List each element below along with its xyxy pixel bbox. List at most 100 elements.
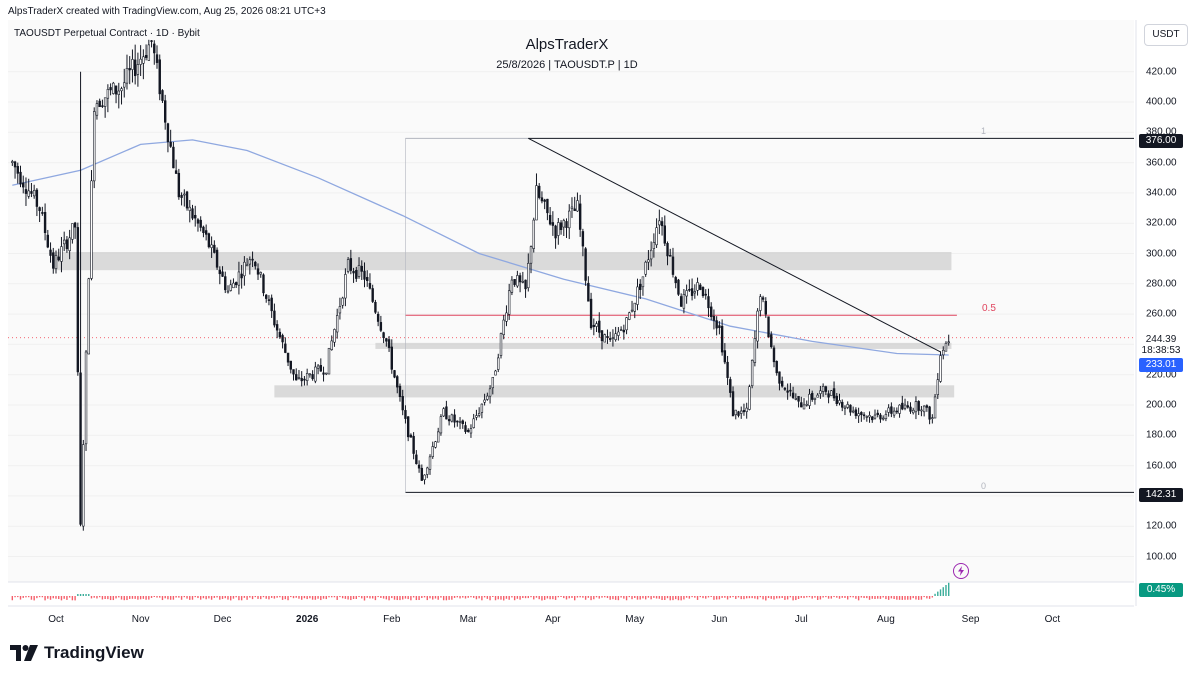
- indicator-bar-negative: [317, 596, 319, 599]
- indicator-bar-positive: [82, 594, 84, 596]
- indicator-bar-negative: [388, 596, 390, 601]
- indicator-bar-negative: [202, 596, 205, 599]
- candle-down: [406, 416, 410, 438]
- indicator-bar-negative: [123, 596, 125, 601]
- indicator-bar-negative: [429, 596, 431, 599]
- candle-down: [278, 331, 282, 338]
- candle-down: [600, 330, 604, 342]
- indicator-bar-negative: [770, 596, 772, 599]
- indicator-bar-negative: [713, 596, 715, 600]
- indicator-bar-negative: [109, 596, 112, 601]
- indicator-bar-negative: [513, 596, 516, 601]
- candle-down: [79, 372, 82, 525]
- candle-up: [497, 357, 500, 370]
- indicator-bar-negative: [112, 596, 115, 601]
- price-tick-label: 260.00: [1146, 308, 1177, 320]
- candle-down: [234, 282, 238, 286]
- candle-down: [554, 225, 557, 239]
- indicator-bar-positive: [939, 589, 942, 596]
- price-tick-label: 100.00: [1146, 551, 1177, 562]
- fib-level-1-label: 1: [981, 126, 987, 136]
- indicator-bar-negative: [41, 596, 44, 598]
- indicator-bar-negative: [844, 596, 846, 598]
- candle-down: [546, 198, 549, 214]
- indicator-bar-negative: [219, 596, 221, 600]
- candle-down: [447, 419, 451, 422]
- candle-down: [699, 284, 702, 290]
- indicator-bar-negative: [199, 596, 202, 600]
- indicator-bar-negative: [852, 596, 854, 598]
- candle-down: [467, 429, 470, 432]
- candle-down: [180, 194, 183, 198]
- indicator-bar-negative: [169, 596, 172, 600]
- indicator-bar-negative: [28, 596, 30, 598]
- candle-down: [202, 226, 205, 233]
- indicator-bar-negative: [301, 596, 303, 600]
- candle-down: [797, 396, 800, 402]
- indicator-bar-negative: [696, 596, 699, 600]
- candle-up: [488, 388, 492, 397]
- candle-down: [876, 412, 879, 416]
- indicator-bar-negative: [685, 596, 688, 598]
- candle-up: [436, 431, 440, 443]
- indicator-bar-negative: [631, 596, 633, 600]
- symbol-description[interactable]: TAOUSDT Perpetual Contract · 1D · Bybit: [14, 28, 200, 39]
- tradingview-logo[interactable]: TradingView: [10, 643, 144, 663]
- indicator-bar-negative: [675, 596, 677, 600]
- candle-up: [483, 399, 486, 403]
- candle-up: [734, 409, 737, 416]
- indicator-bar-negative: [825, 596, 827, 598]
- candle-down: [726, 361, 729, 378]
- candle-down: [890, 406, 893, 414]
- candle-up: [325, 372, 328, 375]
- candle-up: [210, 244, 213, 248]
- time-tick-label: Dec: [213, 614, 232, 625]
- indicator-bar-negative: [871, 596, 873, 599]
- candle-up: [756, 310, 759, 342]
- candle-down: [573, 208, 576, 212]
- indicator-bar-negative: [58, 596, 60, 600]
- candle-up: [327, 347, 331, 375]
- indicator-bar-negative: [350, 596, 352, 601]
- lightning-icon[interactable]: [953, 563, 969, 579]
- indicator-bar-negative: [363, 596, 366, 601]
- candle-down: [761, 297, 765, 300]
- candle-up: [898, 404, 901, 414]
- indicator-bar-negative: [246, 596, 248, 600]
- price-tick-label: 280.00: [1146, 278, 1177, 290]
- candle-up: [243, 261, 246, 277]
- candle-down: [592, 324, 596, 328]
- candle-up: [647, 259, 650, 263]
- candle-down: [524, 279, 527, 290]
- candle-down: [639, 283, 642, 290]
- indicator-bar-negative: [74, 596, 76, 601]
- price-tick-label: 320.00: [1146, 217, 1177, 229]
- moving-average-line: [12, 139, 949, 356]
- indicator-bar-negative: [707, 596, 710, 598]
- candle-up: [644, 261, 647, 275]
- support-resistance-zone: [375, 342, 952, 349]
- candle-up: [568, 210, 571, 229]
- indicator-bar-negative: [341, 596, 344, 599]
- indicator-bar-negative: [923, 596, 925, 598]
- candle-down: [376, 313, 380, 322]
- indicator-bar-negative: [593, 596, 595, 600]
- candle-up: [658, 220, 661, 226]
- candle-up: [68, 237, 71, 251]
- candle-down: [409, 434, 413, 438]
- indicator-bar-negative: [751, 596, 753, 599]
- indicator-bar-negative: [724, 596, 726, 598]
- indicator-bar-negative: [284, 596, 287, 600]
- candle-down: [767, 316, 770, 338]
- indicator-bar-negative: [172, 596, 175, 600]
- candle-up: [748, 386, 751, 410]
- candle-up: [341, 297, 344, 306]
- candle-up: [922, 405, 926, 413]
- time-tick-label: Jun: [711, 614, 728, 625]
- currency-selector[interactable]: USDT: [1144, 24, 1188, 46]
- indicator-bar-negative: [47, 596, 49, 599]
- candle-down: [281, 335, 284, 343]
- candle-down: [928, 406, 931, 420]
- indicator-bar-negative: [863, 596, 865, 599]
